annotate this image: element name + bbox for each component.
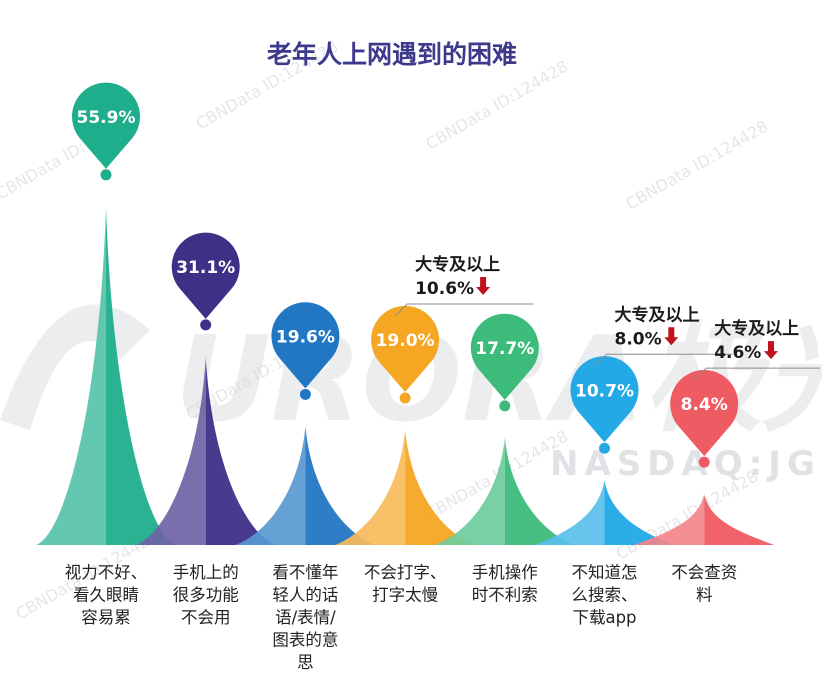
value-balloon (470, 313, 539, 400)
category-label-line: 轻人的话 (272, 586, 338, 605)
annotation-1: 大专及以上 10.6% (394, 254, 534, 317)
category-label-line: 下载app (572, 608, 636, 627)
annotation-line2: 10.6% (415, 279, 474, 299)
category-label-line: 手机操作 (472, 563, 538, 582)
bar-tip-dot (499, 400, 511, 412)
bar-right-face (106, 206, 176, 545)
category-label-line: 很多功能 (173, 586, 239, 605)
category-label-line: 语/表情/ (275, 608, 336, 627)
category-label-line: 时不利索 (472, 586, 538, 605)
bar-tip-dot (299, 388, 311, 400)
value-label: 55.9% (77, 108, 136, 128)
bar-right-face (504, 437, 575, 545)
bar-right-face (604, 480, 675, 545)
aurora-swoosh-icon (0, 304, 150, 430)
bar-2: 31.1% (135, 232, 276, 545)
category-label-4: 不会打字、打字太慢 (364, 563, 447, 605)
annotation-line1: 大专及以上 (415, 254, 500, 275)
category-label-line: 看久眼睛 (73, 586, 139, 605)
bar-left-face (534, 480, 605, 545)
annotation-line1: 大专及以上 (615, 304, 700, 325)
bar-left-face (36, 206, 106, 545)
bar-right-face (704, 494, 775, 545)
bar-5: 17.7% (434, 313, 575, 545)
value-label: 10.7% (575, 381, 634, 401)
annotation-2: 大专及以上 8.0% (594, 304, 733, 367)
value-balloon (371, 305, 440, 393)
bar-tip-dot (200, 319, 212, 331)
category-label-line: 视力不好、 (65, 563, 148, 582)
value-label: 17.7% (475, 339, 534, 359)
bar-tip-dot (599, 442, 610, 454)
category-label-line: 容易累 (81, 608, 131, 627)
category-label-line: 不会打字、 (364, 563, 447, 582)
category-label-line: 料 (696, 586, 713, 605)
value-balloon (670, 369, 739, 457)
category-label-line: 打字太慢 (372, 585, 438, 605)
cbndata-stamp: CBNData ID:124428 (623, 117, 772, 214)
annotation-leader-line (693, 367, 820, 381)
bar-4: 19.0% (335, 305, 476, 545)
category-label-line: 看不懂年 (272, 563, 338, 582)
category-labels-group: 视力不好、看久眼睛容易累手机上的很多功能不会用看不懂年轻人的话语/表情/图表的意… (65, 563, 737, 672)
category-label-line: 手机上的 (173, 563, 239, 582)
bar-right-face (405, 430, 476, 545)
bars-group: 55.9% 31.1% 19.6% 19.0% 17.7% 10.7% 8.4% (36, 82, 775, 545)
category-label-line: 不会查资 (671, 563, 737, 582)
nasdaq-watermark: NASDAQ:JG (550, 444, 821, 484)
bar-left-face (335, 430, 406, 545)
category-label-line: 么搜索、 (572, 586, 638, 605)
bar-3: 19.6% (235, 302, 376, 545)
bar-tip-dot (399, 392, 411, 404)
value-label: 8.4% (681, 395, 728, 415)
annotation-3: 大专及以上 4.6% (693, 318, 820, 381)
value-balloon (171, 232, 240, 319)
bar-right-face (305, 426, 376, 545)
chart-title: 老年人上网遇到的困难 (267, 40, 517, 69)
value-balloon (72, 82, 140, 169)
bar-left-face (634, 494, 705, 545)
cbndata-stamp: CBNData ID:124428 (423, 57, 572, 154)
bar-right-face (205, 356, 276, 545)
value-label: 19.0% (376, 331, 435, 351)
bar-left-face (434, 437, 505, 545)
category-label-line: 思 (297, 653, 314, 672)
value-label: 31.1% (176, 258, 235, 278)
down-arrow-icon (664, 327, 679, 346)
bar-tip-dot (698, 456, 710, 468)
down-arrow-icon (764, 341, 778, 360)
annotation-line2: 8.0% (615, 329, 662, 349)
category-label-line: 不会用 (181, 608, 231, 627)
category-label-line: 图表的意 (272, 631, 338, 650)
value-label: 19.6% (276, 327, 335, 347)
bar-7: 8.4% (634, 369, 775, 545)
annotation-leader-line (394, 303, 534, 317)
bar-tip-dot (100, 169, 112, 181)
annotation-leader-line (594, 353, 733, 367)
annotations-group: 大专及以上 10.6% 大专及以上 8.0% 大专及以上 4.6% (394, 254, 820, 381)
annotation-line2: 4.6% (714, 343, 761, 363)
bar-1: 55.9% (36, 82, 176, 545)
value-balloon (271, 302, 340, 389)
bar-6: 10.7% (534, 356, 675, 545)
bar-left-face (235, 426, 306, 545)
bar-left-face (135, 356, 206, 545)
annotation-line1: 大专及以上 (714, 318, 799, 339)
category-label-line: 不知道怎 (572, 563, 638, 582)
value-balloon (570, 356, 639, 443)
down-arrow-icon (476, 277, 491, 296)
